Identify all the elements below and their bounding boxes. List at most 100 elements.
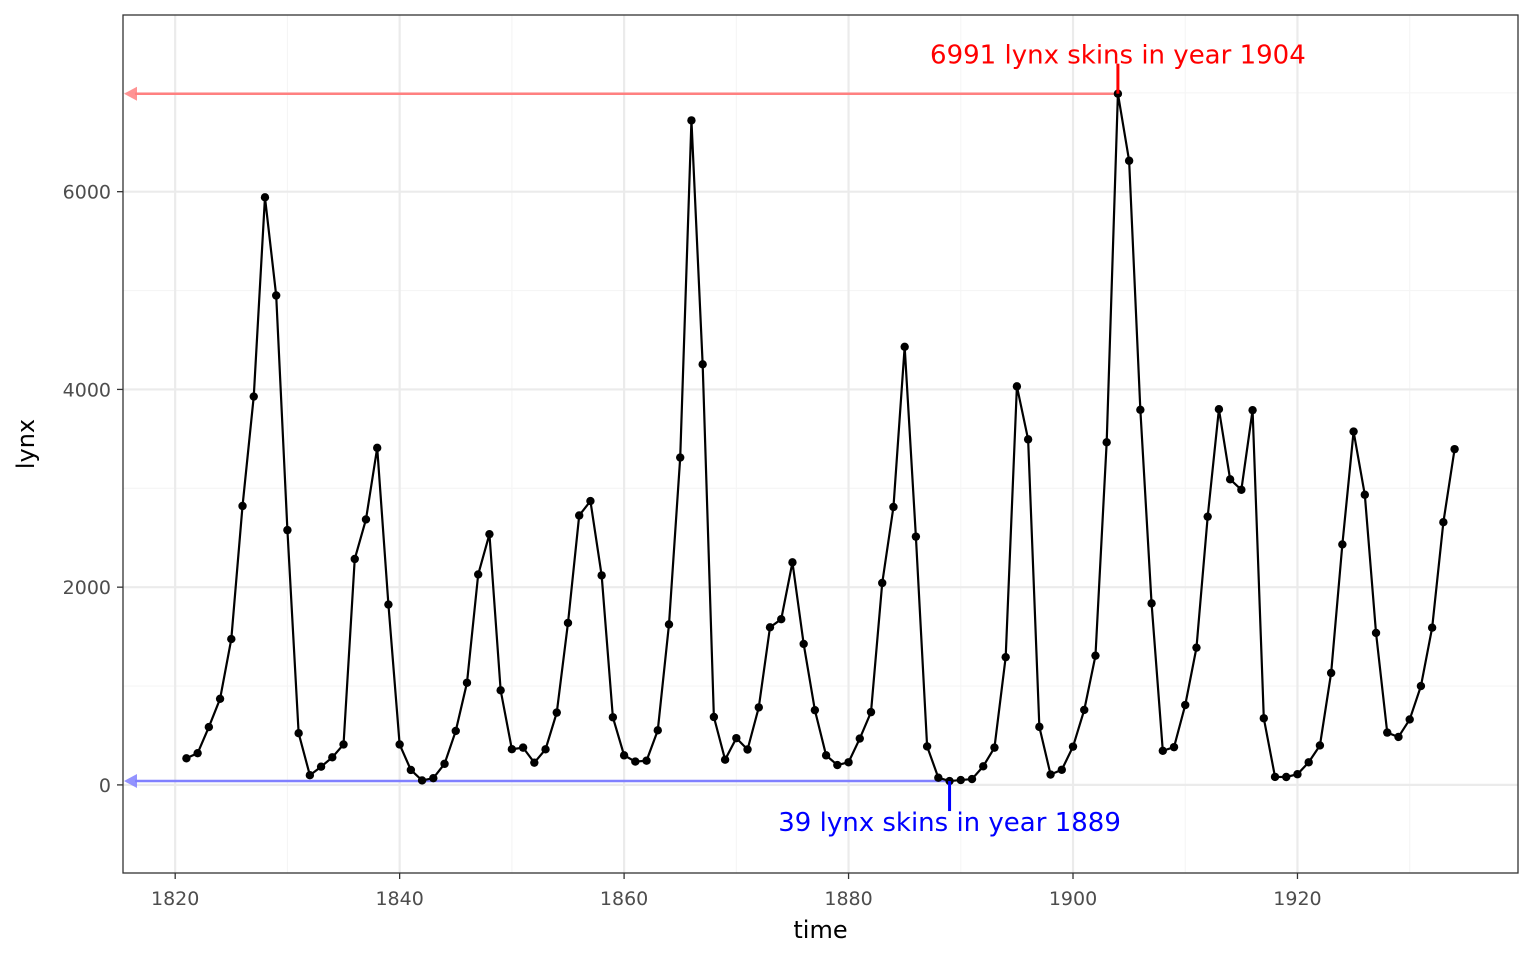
data-point xyxy=(552,708,561,717)
data-point xyxy=(664,620,674,629)
x-axis-ticks: 1820 1840 1860 1880 1900 1920 xyxy=(151,873,1322,910)
data-points xyxy=(182,89,1459,786)
data-point xyxy=(1192,643,1201,652)
data-point xyxy=(294,728,303,738)
x-tick-label: 1920 xyxy=(1273,888,1321,910)
data-point xyxy=(541,745,550,754)
x-tick-label: 1860 xyxy=(600,888,648,910)
data-point xyxy=(429,773,438,783)
data-point xyxy=(855,734,864,743)
data-point xyxy=(339,740,348,749)
data-point xyxy=(215,694,225,703)
data-point xyxy=(1282,772,1291,782)
y-tick-label: 4000 xyxy=(63,379,111,401)
data-point xyxy=(530,758,539,767)
data-point xyxy=(372,443,382,453)
data-point xyxy=(1091,651,1100,660)
data-point xyxy=(474,570,483,579)
data-point xyxy=(597,571,606,580)
data-point xyxy=(956,775,965,785)
data-point xyxy=(900,342,909,352)
data-point xyxy=(1259,714,1269,723)
data-point xyxy=(911,532,921,541)
data-point xyxy=(1405,715,1414,724)
data-point xyxy=(1147,599,1156,608)
data-point xyxy=(451,726,460,736)
data-point xyxy=(350,554,359,564)
y-axis-title: lynx xyxy=(12,419,40,469)
data-point xyxy=(271,291,281,300)
data-point xyxy=(384,600,393,609)
data-point xyxy=(406,765,416,775)
data-point xyxy=(990,743,999,752)
data-point xyxy=(1057,765,1066,774)
data-point xyxy=(1068,742,1078,751)
data-point xyxy=(1237,485,1246,494)
data-point xyxy=(810,705,820,715)
data-point xyxy=(732,733,741,743)
data-point xyxy=(575,511,584,520)
data-point xyxy=(709,712,719,722)
data-point xyxy=(922,742,932,751)
data-point xyxy=(1304,758,1313,767)
y-tick-label: 0 xyxy=(99,775,111,797)
data-point xyxy=(1439,518,1448,527)
panel-border xyxy=(122,14,1519,874)
data-point xyxy=(1371,628,1381,638)
data-point xyxy=(687,116,696,125)
data-point xyxy=(1225,475,1235,484)
data-point xyxy=(1450,444,1459,454)
data-point xyxy=(1349,427,1358,436)
data-point xyxy=(1360,490,1370,499)
data-point xyxy=(283,525,292,535)
data-point xyxy=(979,762,988,771)
data-point xyxy=(1012,382,1022,391)
data-point xyxy=(328,753,337,762)
data-point xyxy=(586,496,595,506)
annotation-markers xyxy=(948,63,1120,812)
annotation-arrows xyxy=(124,86,1118,789)
data-point xyxy=(1293,770,1302,779)
data-point xyxy=(227,634,236,644)
data-point xyxy=(788,558,797,567)
annotation-label: 39 lynx skins in year 1889 xyxy=(778,808,1121,838)
data-point xyxy=(1338,540,1347,549)
data-point xyxy=(182,754,191,763)
data-point xyxy=(889,502,898,512)
y-tick-label: 6000 xyxy=(63,182,111,204)
data-point xyxy=(507,745,517,754)
data-point xyxy=(1214,404,1224,414)
data-point xyxy=(799,639,808,649)
data-point xyxy=(642,756,651,765)
data-point xyxy=(1326,668,1336,678)
data-point xyxy=(496,686,505,695)
data-point xyxy=(844,758,853,767)
data-point xyxy=(1046,770,1055,779)
data-point xyxy=(1416,681,1426,691)
data-point xyxy=(754,703,763,712)
x-tick-label: 1840 xyxy=(375,888,423,910)
data-point xyxy=(608,713,618,722)
series-line-lynx xyxy=(185,93,1456,783)
data-point xyxy=(440,759,449,769)
data-point xyxy=(765,623,775,632)
data-point xyxy=(1136,405,1145,414)
data-point xyxy=(631,757,640,766)
data-point xyxy=(967,774,977,784)
annotation-label: 6991 lynx skins in year 1904 xyxy=(930,41,1306,71)
data-point xyxy=(1035,722,1044,732)
data-point xyxy=(1158,746,1167,755)
data-point xyxy=(866,707,876,717)
data-point xyxy=(619,751,629,760)
y-axis-ticks: 0 2000 4000 6000 xyxy=(63,182,123,797)
data-point xyxy=(193,748,202,758)
annotation-labels: 6991 lynx skins in year 1904 39 lynx skin… xyxy=(778,41,1305,838)
data-point xyxy=(1102,438,1111,447)
data-point xyxy=(238,501,247,511)
minor-grid xyxy=(123,15,1518,873)
data-point xyxy=(1427,623,1437,632)
data-point xyxy=(833,760,842,770)
data-point xyxy=(485,529,494,539)
